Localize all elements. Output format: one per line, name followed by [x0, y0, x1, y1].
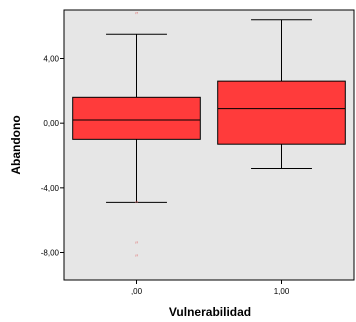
y-tick-label: -4,00 [41, 184, 60, 193]
outlier-marker: ″ [135, 11, 138, 20]
outlier-marker: ″ [135, 253, 138, 262]
x-axis-title: Vulnerabilidad [169, 305, 251, 319]
box [217, 80, 346, 145]
y-tick-label: 4,00 [43, 55, 59, 64]
outlier-marker: ″ [135, 240, 138, 249]
x-tick-label: 1,00 [274, 287, 290, 296]
plot-area [63, 9, 355, 281]
y-axis-title: Abandono [9, 115, 23, 174]
y-tick-label: -8,00 [41, 249, 60, 258]
x-tick-label: ,00 [131, 287, 143, 296]
outlier-marker: ″ [135, 200, 138, 209]
y-tick-label: 0,00 [43, 119, 59, 128]
box [72, 96, 201, 140]
